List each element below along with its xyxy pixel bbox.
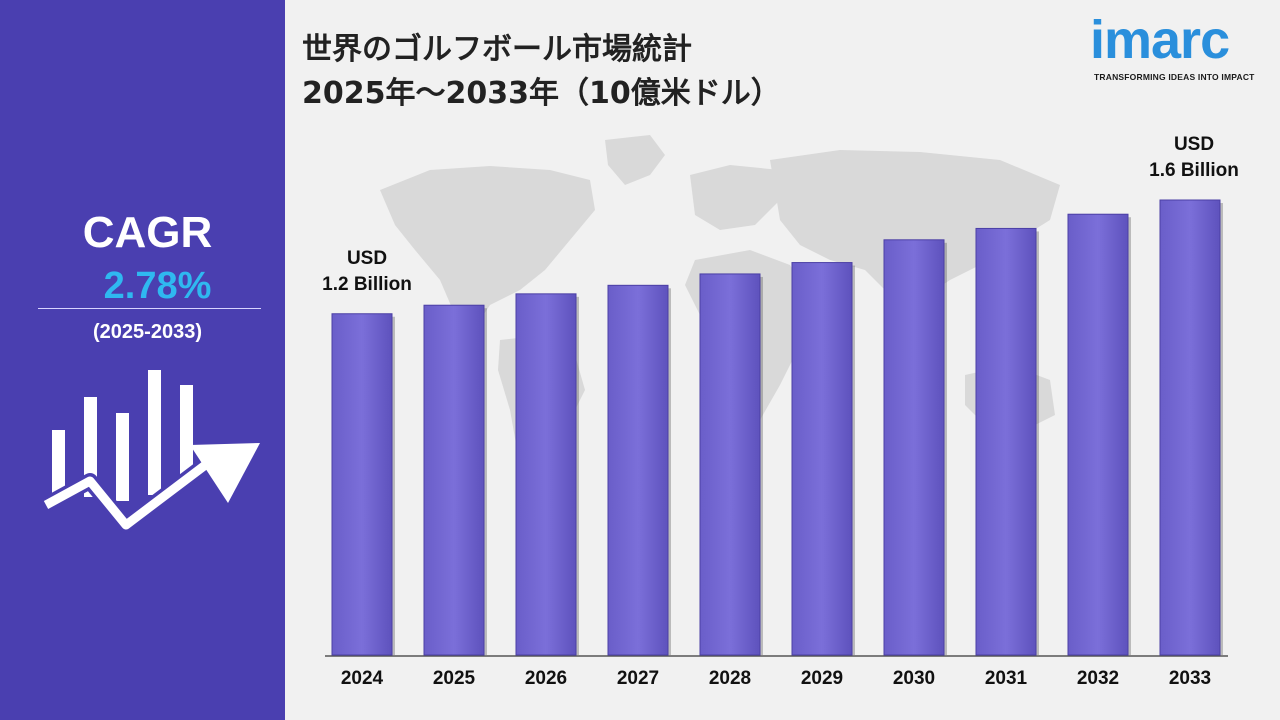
x-tick-label-2024: 2024 bbox=[341, 668, 384, 689]
bar-2033 bbox=[1159, 199, 1221, 656]
bar-2029 bbox=[791, 262, 853, 656]
growth-chart-arrow-icon bbox=[42, 370, 260, 533]
data-label-line1-2033: USD bbox=[1174, 134, 1214, 155]
sidebar-panel: CAGR 2.78% (2025-2033) bbox=[0, 0, 285, 720]
bar-2032 bbox=[1067, 213, 1129, 656]
x-tick-label-2031: 2031 bbox=[985, 668, 1028, 689]
x-tick-label-2029: 2029 bbox=[801, 668, 843, 689]
x-tick-label-2030: 2030 bbox=[893, 668, 935, 689]
logo-tagline: TRANSFORMING IDEAS INTO IMPACT bbox=[1094, 72, 1255, 82]
cagr-label: CAGR bbox=[82, 208, 213, 257]
x-tick-label-2027: 2027 bbox=[617, 668, 659, 689]
x-tick-label-2032: 2032 bbox=[1077, 668, 1119, 689]
title-line-2: 2025年〜2033年（10億米ドル） bbox=[302, 76, 781, 111]
bar-2028 bbox=[699, 273, 761, 656]
x-tick-label-2033: 2033 bbox=[1169, 668, 1211, 689]
bar-2030 bbox=[883, 239, 945, 656]
bar-2031 bbox=[975, 227, 1037, 656]
title-line-1: 世界のゴルフボール市場統計 bbox=[302, 32, 692, 67]
cagr-divider bbox=[38, 308, 261, 309]
data-label-line1-2024: USD bbox=[347, 248, 387, 269]
cagr-value: 2.78% bbox=[103, 265, 212, 307]
cagr-period: (2025-2033) bbox=[93, 321, 202, 343]
bar-2027 bbox=[607, 284, 669, 656]
bar-2025 bbox=[423, 304, 485, 656]
bar-2026 bbox=[515, 293, 577, 656]
x-tick-label-2025: 2025 bbox=[433, 668, 476, 689]
logo-word: imarc bbox=[1090, 10, 1230, 70]
x-tick-label-2028: 2028 bbox=[709, 668, 751, 689]
bar-2024 bbox=[331, 313, 393, 656]
data-label-line2-2033: 1.6 Billion bbox=[1149, 160, 1239, 181]
data-label-line2-2024: 1.2 Billion bbox=[322, 274, 412, 295]
imarc-logo: imarc TRANSFORMING IDEAS INTO IMPACT bbox=[1090, 10, 1265, 90]
x-tick-label-2026: 2026 bbox=[525, 668, 567, 689]
page-title: 世界のゴルフボール市場統計 2025年〜2033年（10億米ドル） bbox=[302, 28, 781, 116]
data-label-2024: USD 1.2 Billion bbox=[322, 248, 412, 295]
data-label-2033: USD 1.6 Billion bbox=[1149, 134, 1239, 181]
